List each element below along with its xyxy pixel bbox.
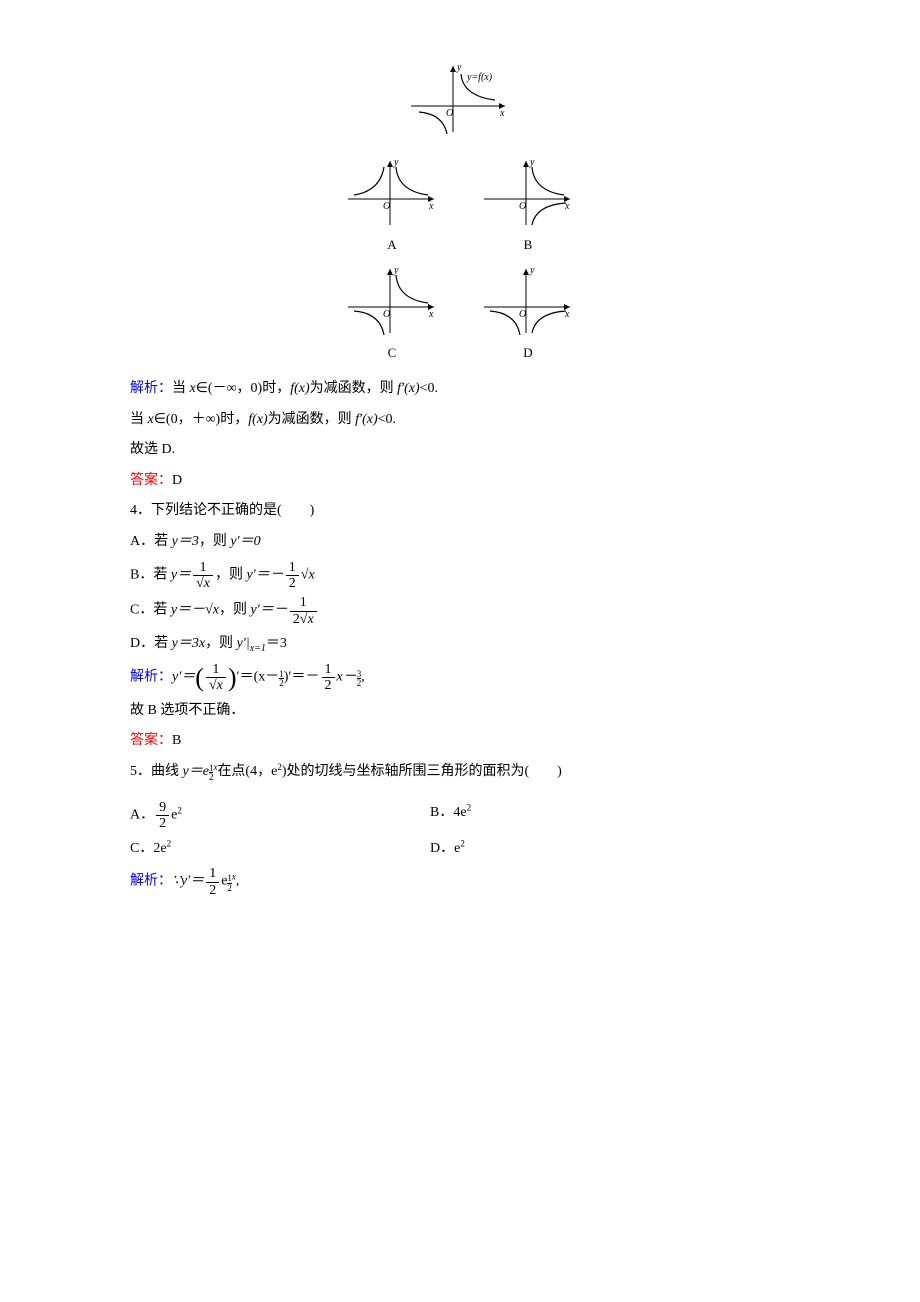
graph-option-b: O x y B — [480, 155, 576, 258]
q3-answer: 答案：D — [130, 468, 790, 495]
q5-option-d: D．e2 — [430, 836, 465, 863]
q4-option-d: D．若 y＝3x，则 y′|x=1＝3 — [130, 631, 790, 658]
daan-label: 答案： — [130, 733, 172, 748]
daan-label: 答案： — [130, 473, 172, 488]
q4-answer: 答案：B — [130, 728, 790, 755]
svg-text:O: O — [446, 108, 453, 119]
q4-option-a: A．若 y＝3，则 y′＝0 — [130, 529, 790, 556]
jiexi-label: 解析： — [130, 669, 172, 684]
graph-label-c: C — [388, 341, 397, 366]
graph-option-a: O x y A — [344, 155, 440, 258]
q3-jiexi-line1: 解析：当 x∈(－∞，0)时，f(x)为减函数，则 f′(x)<0. — [130, 376, 790, 403]
q5-option-c: C．2e2 — [130, 836, 430, 863]
svg-text:x: x — [499, 108, 505, 119]
figure-block: O x y y=f(x) O x y A — [130, 60, 790, 366]
graph-fx: O x y y=f(x) — [405, 60, 515, 138]
graph-label-a: A — [387, 233, 396, 258]
svg-text:y=f(x): y=f(x) — [466, 72, 493, 83]
graph-label-b: B — [524, 233, 533, 258]
jiexi-label: 解析： — [130, 381, 172, 396]
q4-option-c: C．若 y＝－√x，则 y′＝－12√x — [130, 595, 790, 627]
svg-text:y: y — [529, 265, 535, 276]
graph-row-cd: O x y C O x y D — [130, 263, 790, 366]
svg-text:y: y — [456, 62, 462, 73]
svg-text:O: O — [383, 201, 390, 212]
q3-jiexi-line2: 当 x∈(0，＋∞)时，f(x)为减函数，则 f′(x)<0. — [130, 407, 790, 434]
q3-conclusion: 故选 D. — [130, 437, 790, 464]
svg-text:O: O — [383, 309, 390, 320]
svg-text:y: y — [529, 157, 535, 168]
q4-jiexi-line2: 故 B 选项不正确． — [130, 698, 790, 725]
q5-options-row1: A．92e2 B．4e2 — [130, 800, 790, 832]
q5-stem: 5．曲线 y＝e12x在点(4，e2)处的切线与坐标轴所围三角形的面积为( ) — [130, 759, 790, 786]
q4-jiexi: 解析：y′＝(1√x)′＝(x－12)′＝－12x－32, — [130, 662, 790, 694]
jiexi-label: 解析： — [130, 874, 172, 889]
graph-option-c: O x y C — [344, 263, 440, 366]
graph-label-d: D — [523, 341, 532, 366]
graph-row-ab: O x y A O x y B — [130, 155, 790, 258]
q5-option-a: A．92e2 — [130, 800, 430, 832]
q4-option-b: B．若 y＝1√x，则 y′＝－12√x — [130, 560, 790, 592]
q5-options-row2: C．2e2 D．e2 — [130, 836, 790, 863]
svg-text:y: y — [393, 157, 399, 168]
svg-text:x: x — [428, 201, 434, 212]
svg-text:y: y — [393, 265, 399, 276]
q5-option-b: B．4e2 — [430, 800, 471, 832]
q4-stem: 4．下列结论不正确的是( ) — [130, 498, 790, 525]
svg-text:O: O — [519, 201, 526, 212]
graph-option-d: O x y D — [480, 263, 576, 366]
svg-text:O: O — [519, 309, 526, 320]
svg-text:x: x — [428, 309, 434, 320]
q5-jiexi: 解析：∵y′＝12e12x, — [130, 866, 790, 898]
